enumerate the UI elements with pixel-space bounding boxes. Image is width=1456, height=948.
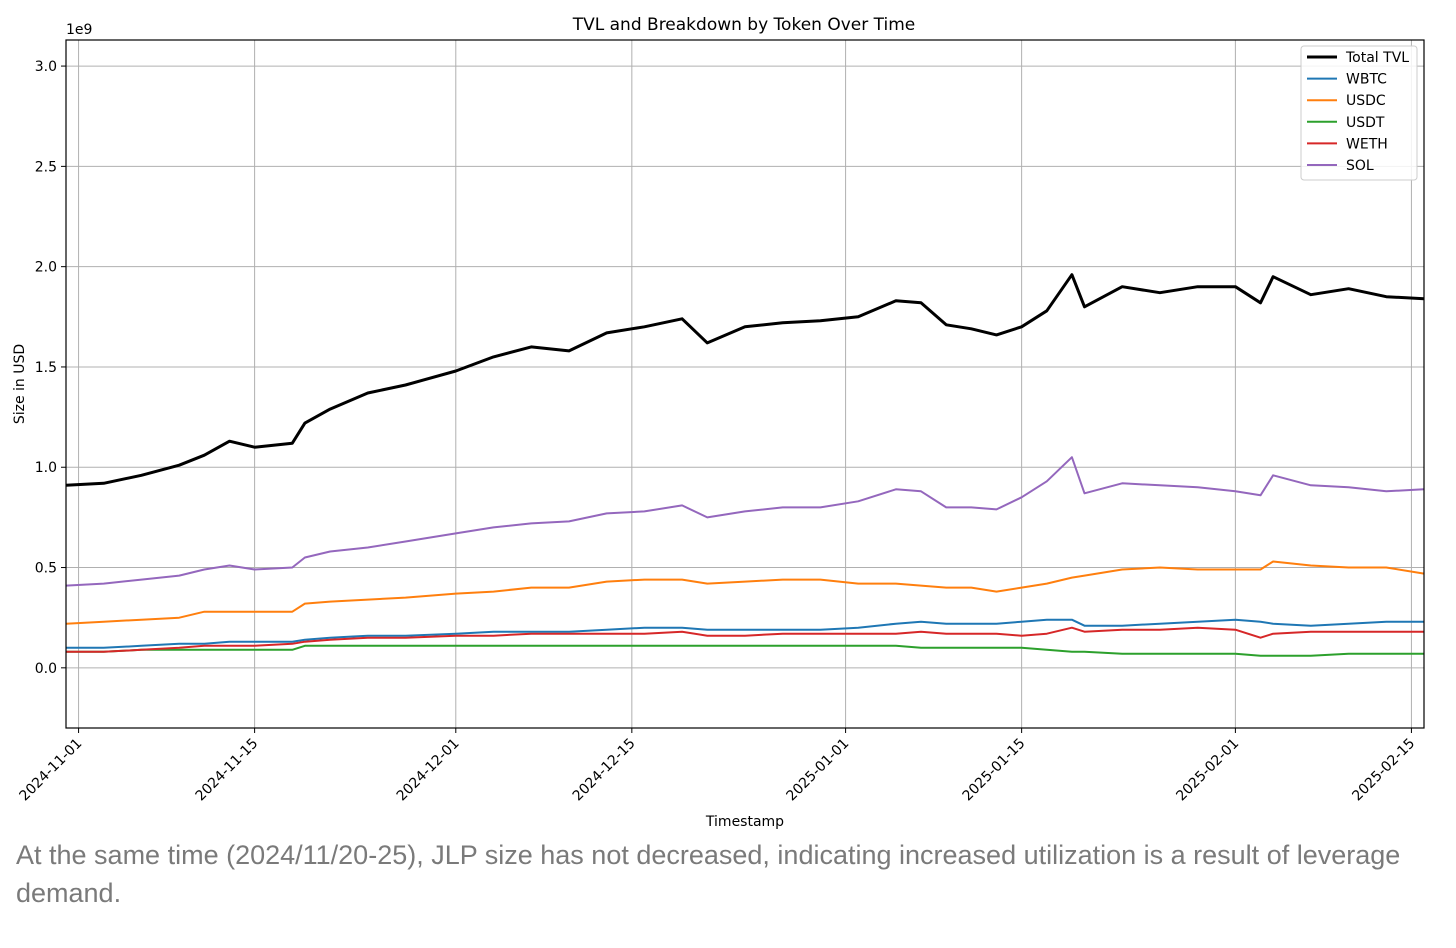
series-line-sol	[65, 456, 1425, 587]
x-axis-ticks: 2024-11-01 2024-11-15 2024-12-01 2024-12-15…	[17, 728, 1418, 805]
x-tick-label: 2025-01-15	[960, 736, 1029, 805]
series-line-usdc	[65, 560, 1425, 625]
y-tick-label: 1.0	[35, 460, 57, 476]
x-axis-label: Timestamp	[705, 814, 784, 830]
caption-text: At the same time (2024/11/20-25), JLP si…	[16, 840, 1401, 908]
series-line-wbtc	[66, 618, 1424, 649]
legend-label: USDC	[1346, 93, 1386, 109]
series-line-usdt	[66, 644, 1424, 657]
x-tick-label: 2025-01-01	[784, 736, 853, 805]
y-tick-label: 2.0	[35, 260, 57, 276]
plot-frame	[65, 39, 1425, 729]
legend: Total TVL WBTC USDC USDT WETH SOL	[1300, 45, 1418, 181]
x-tick-label: 2024-11-01	[17, 736, 86, 805]
legend-label: SOL	[1346, 158, 1374, 174]
grid-lines	[66, 40, 1424, 728]
x-tick-label: 2025-02-01	[1173, 736, 1242, 805]
series-lines	[65, 273, 1425, 657]
x-tick-label: 2025-02-15	[1349, 736, 1418, 805]
x-tick-label: 2024-12-15	[570, 736, 639, 805]
y-axis-ticks: 0.0 0.5 1.0 1.5 2.0 2.5 3.0	[35, 59, 66, 677]
tvl-line-chart: TVL and Breakdown by Token Over Time 1e9…	[12, 15, 1425, 830]
x-tick-label: 2024-12-01	[394, 736, 463, 805]
series-line-weth	[66, 626, 1424, 653]
y-tick-label: 1.5	[35, 360, 57, 376]
y-tick-label: 0.5	[35, 561, 57, 577]
y-tick-label: 3.0	[35, 59, 57, 75]
y-axis-label: Size in USD	[12, 344, 28, 424]
legend-label: WETH	[1346, 136, 1388, 152]
legend-label: USDT	[1346, 115, 1385, 131]
legend-label: WBTC	[1346, 72, 1387, 88]
x-tick-label: 2024-11-15	[193, 736, 262, 805]
chart-title: TVL and Breakdown by Token Over Time	[572, 15, 915, 35]
legend-label: Total TVL	[1345, 50, 1409, 66]
y-tick-label: 2.5	[35, 159, 57, 175]
series-line-total-tvl	[65, 273, 1425, 487]
y-axis-offset-label: 1e9	[66, 22, 92, 38]
y-tick-label: 0.0	[35, 661, 57, 677]
